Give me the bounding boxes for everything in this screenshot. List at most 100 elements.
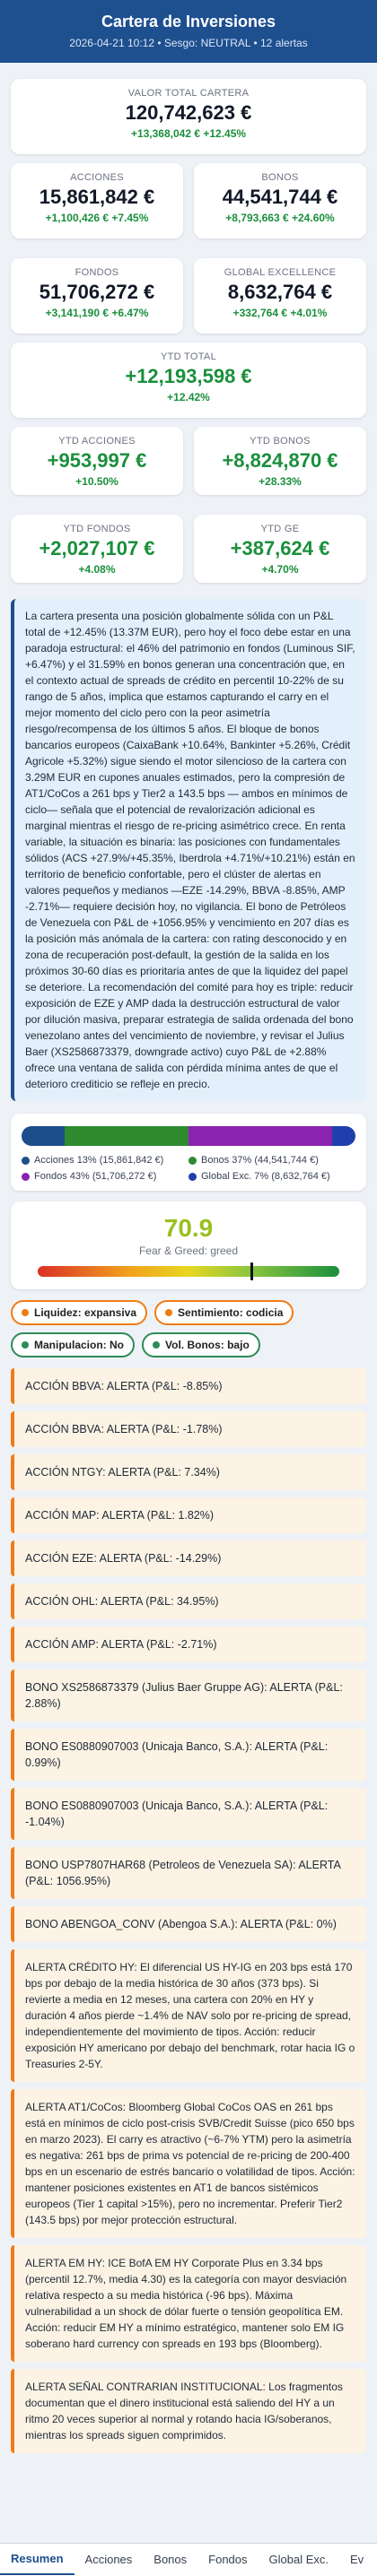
chip-vol-bonos: Vol. Bonos: bajo [142,1332,260,1357]
ytd-card-fondos: YTD FONDOS +2,027,107 € +4.08% [11,515,183,583]
legend-item: Bonos 37% (44,541,744 €) [188,1155,355,1166]
chip-manipulacion: Manipulacion: No [11,1332,135,1357]
ytd-card-ge: YTD GE +387,624 € +4.70% [194,515,366,583]
fear-greed-gauge [38,1262,339,1280]
app-header: Cartera de Inversiones 2026-04-21 10:12 … [0,0,377,63]
alert-item: ACCIÓN EZE: ALERTA (P&L: -14.29%) [11,1540,366,1576]
allocation-panel: Acciones 13% (15,861,842 €) Bonos 37% (44… [11,1114,366,1191]
card-value: 120,742,623 € [125,101,252,124]
holding-card-bonos: BONOS 44,541,744 € +8,793,663 € +24.60% [194,163,366,239]
ytd-card-bonos: YTD BONOS +8,824,870 € +28.33% [194,427,366,495]
alert-item: ALERTA SEÑAL CONTRARIAN INSTITUCIONAL: L… [11,2369,366,2453]
card-value: 15,861,842 € [39,186,155,208]
fear-greed-value: 70.9 [163,1214,214,1242]
card-label: YTD FONDOS [63,524,131,534]
allocation-segment-global-exc [331,1126,355,1146]
market-chips: Liquidez: expansiva Sentimiento: codicia… [11,1300,366,1357]
legend-label: Bonos 37% (44,541,744 €) [201,1155,319,1166]
legend-swatch-icon [22,1172,30,1181]
alert-item: ACCIÓN BBVA: ALERTA (P&L: -8.85%) [11,1368,366,1404]
alert-item: ALERTA EM HY: ICE BofA EM HY Corporate P… [11,2245,366,2362]
card-delta: +13,368,042 € +12.45% [130,127,247,140]
card-delta: +332,764 € +4.01% [232,307,328,319]
card-delta: +10.50% [75,475,118,488]
nav-tab-fondos[interactable]: Fondos [208,2553,248,2566]
card-delta: +12.42% [167,391,210,403]
nav-tab-global-exc[interactable]: Global Exc. [268,2553,329,2566]
ytd-total-card: YTD TOTAL +12,193,598 € +12.42% [11,343,366,418]
main-content: VALOR TOTAL CARTERA 120,742,623 € +13,36… [0,63,377,2453]
nav-tab-bonos[interactable]: Bonos [153,2553,188,2566]
card-label: VALOR TOTAL CARTERA [127,88,250,99]
card-value: +8,824,870 € [222,449,338,472]
ytd-grid: YTD ACCIONES +953,997 € +10.50% YTD BONO… [11,427,366,592]
holding-card-fondos: FONDOS 51,706,272 € +3,141,190 € +6.47% [11,258,183,334]
alert-item: ACCIÓN BBVA: ALERTA (P&L: -1.78%) [11,1411,366,1447]
status-dot-icon [22,1309,29,1316]
holding-card-acciones: ACCIONES 15,861,842 € +1,100,426 € +7.45… [11,163,183,239]
card-value: +2,027,107 € [39,537,155,559]
chip-label: Vol. Bonos: bajo [165,1339,250,1351]
card-delta: +3,141,190 € +6.47% [45,307,149,319]
allocation-segment-bonos [65,1126,188,1146]
card-value: 44,541,744 € [222,186,338,208]
legend-swatch-icon [188,1156,197,1165]
status-dot-icon [153,1341,160,1349]
alerts-list: ACCIÓN BBVA: ALERTA (P&L: -8.85%) ACCIÓN… [11,1368,366,2453]
allocation-legend: Acciones 13% (15,861,842 €) Bonos 37% (44… [22,1155,355,1182]
legend-label: Fondos 43% (51,706,272 €) [34,1171,157,1182]
card-delta: +4.08% [78,563,116,576]
committee-narrative: La cartera presenta una posición globalm… [11,599,366,1101]
chip-label: Sentimiento: codicia [178,1306,284,1319]
nav-tab-acciones[interactable]: Acciones [84,2553,133,2566]
holding-card-global-excellence: GLOBAL EXCELLENCE 8,632,764 € +332,764 €… [194,258,366,334]
legend-label: Global Exc. 7% (8,632,764 €) [201,1171,330,1182]
card-delta: +28.33% [259,475,302,488]
fear-greed-label: Fear & Greed: greed [138,1245,239,1257]
card-value: +953,997 € [47,449,147,472]
alert-item: BONO ABENGOA_CONV (Abengoa S.A.): ALERTA… [11,1906,366,1942]
nav-tab-resumen[interactable]: Resumen [0,2545,75,2575]
card-delta: +1,100,426 € +7.45% [45,212,149,224]
card-label: BONOS [261,172,299,183]
alert-item: ACCIÓN MAP: ALERTA (P&L: 1.82%) [11,1497,366,1533]
legend-swatch-icon [188,1172,197,1181]
card-value: 51,706,272 € [39,281,155,303]
allocation-segment-acciones [22,1126,66,1146]
allocation-segment-fondos [188,1126,332,1146]
alert-item: BONO XS2586873379 (Julius Baer Gruppe AG… [11,1670,366,1722]
chip-label: Liquidez: expansiva [34,1306,137,1319]
card-value: +12,193,598 € [125,365,252,387]
gauge-needle [250,1262,254,1280]
chip-label: Manipulacion: No [34,1339,124,1351]
alert-item: BONO USP7807HAR68 (Petroleos de Venezuel… [11,1847,366,1899]
card-label: YTD TOTAL [161,351,216,362]
fear-greed-panel: 70.9 Fear & Greed: greed [11,1201,366,1289]
alert-item: ACCIÓN NTGY: ALERTA (P&L: 7.34%) [11,1454,366,1490]
nav-tab-ev[interactable]: Ev [350,2553,364,2566]
holdings-grid: ACCIONES 15,861,842 € +1,100,426 € +7.45… [11,163,366,343]
alert-item: BONO ES0880907003 (Unicaja Banco, S.A.):… [11,1788,366,1840]
card-label: YTD ACCIONES [58,436,136,447]
app-subtitle: 2026-04-21 10:12 • Sesgo: NEUTRAL • 12 a… [69,37,308,49]
chip-sentimiento: Sentimiento: codicia [154,1300,294,1325]
alert-item: ACCIÓN OHL: ALERTA (P&L: 34.95%) [11,1583,366,1619]
legend-swatch-icon [22,1156,30,1165]
card-label: YTD GE [260,524,300,534]
card-label: GLOBAL EXCELLENCE [224,267,337,278]
card-label: ACCIONES [70,172,124,183]
card-delta: +8,793,663 € +24.60% [225,212,335,224]
legend-label: Acciones 13% (15,861,842 €) [34,1155,164,1166]
legend-item: Acciones 13% (15,861,842 €) [22,1155,188,1166]
card-value: 8,632,764 € [227,281,333,303]
alert-item: BONO ES0880907003 (Unicaja Banco, S.A.):… [11,1729,366,1781]
alert-item: ACCIÓN AMP: ALERTA (P&L: -2.71%) [11,1626,366,1662]
card-label: YTD BONOS [250,436,311,447]
alert-item: ALERTA CRÉDITO HY: El diferencial US HY-… [11,1949,366,2082]
alert-item: ALERTA AT1/CoCos: Bloomberg Global CoCos… [11,2089,366,2238]
bottom-nav: Resumen Acciones Bonos Fondos Global Exc… [0,2543,377,2576]
card-delta: +4.70% [261,563,299,576]
legend-item: Global Exc. 7% (8,632,764 €) [188,1171,355,1182]
app-title: Cartera de Inversiones [101,13,276,30]
ytd-card-acciones: YTD ACCIONES +953,997 € +10.50% [11,427,183,495]
